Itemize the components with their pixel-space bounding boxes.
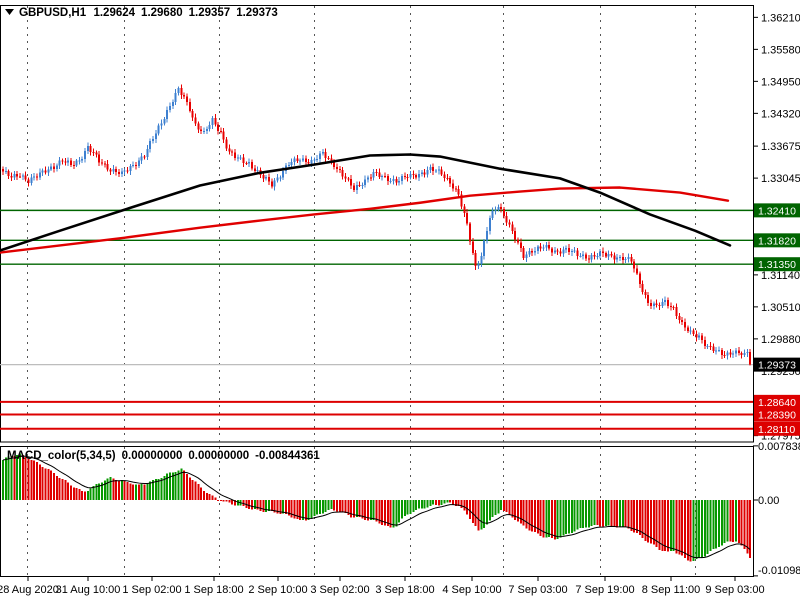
time-axis-label: 8 Sep 11:00 [642, 584, 701, 596]
price-axis-label: 1.33045 [761, 173, 800, 185]
price-axis-label: 1.30510 [761, 302, 800, 314]
time-axis-label: 7 Sep 03:00 [508, 584, 567, 596]
time-axis-label: 28 Aug 2020 [0, 584, 59, 596]
indicator-pane[interactable]: MACD_color(5,34,5) 0.00000000 0.00000000 -0… [0, 446, 754, 577]
price-badge [754, 394, 800, 409]
indicator-axis-label: -0.010989 [758, 565, 800, 577]
price-badge [754, 233, 800, 248]
time-axis-label: 9 Sep 03:00 [705, 584, 764, 596]
grid-lines-main [27, 6, 696, 442]
horizontal-level-lines[interactable] [0, 209, 753, 430]
price-badge-label: 1.31820 [758, 235, 796, 247]
price-badge-label: 1.28640 [758, 397, 796, 409]
time-axis-label: 7 Sep 19:00 [575, 584, 634, 596]
price-axis-label: 1.36210 [761, 12, 800, 24]
time-axis-label: 1 Sep 02:00 [122, 584, 181, 596]
indicator-axis-label: 0.00 [758, 495, 779, 507]
price-badge [754, 421, 800, 436]
price-axis-label: 1.34320 [761, 108, 800, 120]
moving-average-lines [0, 153, 732, 254]
symbol-ohlc-label: GBPUSD,H1 1.29624 1.29680 1.29357 1.29373 [19, 7, 278, 19]
price-axis[interactable]: 1.36210 1.35580 1.34950 1.34320 1.33675 1.330… [753, 12, 800, 577]
macd-histogram [2, 453, 752, 562]
time-axis-label: 2 Sep 10:00 [248, 584, 307, 596]
macd-signal-line [2, 455, 751, 559]
price-axis-label: 1.31140 [761, 270, 800, 282]
indicator-label: MACD_color(5,34,5) 0.00000000 0.00000000 -0… [7, 450, 320, 462]
indicator-pane-border [0, 446, 754, 577]
time-axis-label: 31 Aug 10:00 [56, 584, 121, 596]
time-axis-label: 4 Sep 10:00 [442, 584, 501, 596]
indicator-axis-label: 0.0078380 [758, 441, 800, 453]
price-axis-label: 1.34950 [761, 76, 800, 88]
price-badge-label: 1.31350 [758, 259, 796, 271]
price-badge-label: 1.28390 [758, 410, 796, 422]
price-badge-label: 1.29373 [758, 360, 796, 372]
price-badge [754, 407, 800, 422]
price-badge-label: 1.32410 [758, 205, 796, 217]
price-badge-label: 1.28110 [758, 424, 795, 436]
time-axis-label: 3 Sep 02:00 [310, 584, 369, 596]
candlesticks [2, 84, 752, 366]
ma-black-line [0, 153, 732, 252]
main-pane-border [0, 5, 754, 443]
main-pane[interactable]: GBPUSD,H1 1.29624 1.29680 1.29357 1.29373 [0, 5, 754, 443]
ma-red-line [0, 186, 730, 254]
time-axis-label: 1 Sep 18:00 [184, 584, 243, 596]
price-axis-label: 1.35580 [761, 44, 800, 56]
price-badge [754, 257, 800, 272]
time-axis-label: 3 Sep 18:00 [375, 584, 434, 596]
symbol-dropdown-icon[interactable] [5, 9, 14, 15]
price-axis-label: 1.33675 [761, 141, 800, 153]
price-axis-label: 1.29880 [761, 334, 800, 346]
price-badge [754, 203, 800, 218]
price-badge [754, 357, 800, 372]
